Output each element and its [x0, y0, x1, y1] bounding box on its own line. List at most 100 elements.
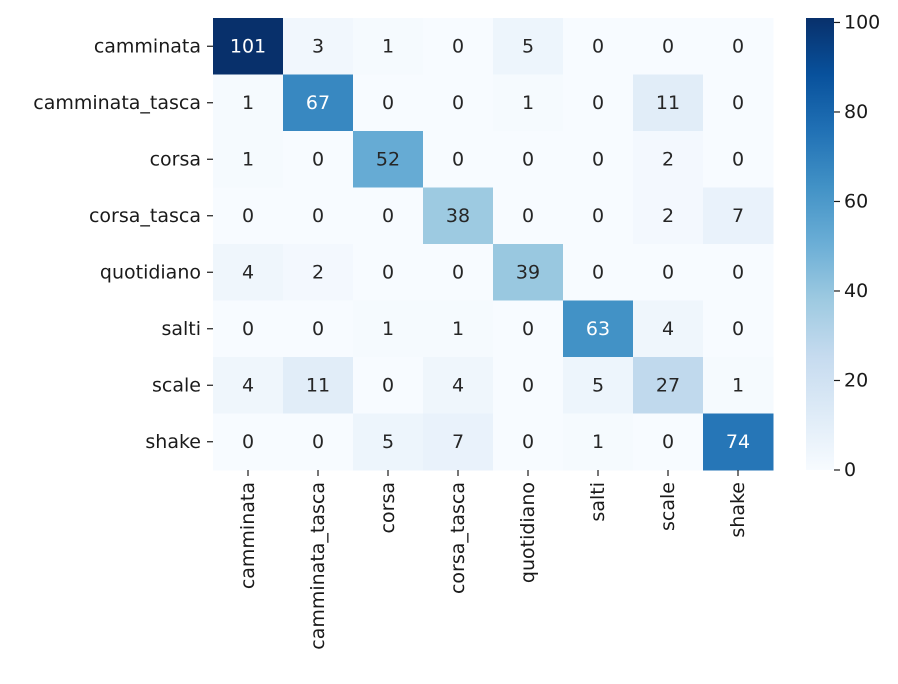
heatmap-cell — [213, 300, 284, 358]
cell-value-label: 0 — [592, 35, 604, 57]
cell-value-label: 0 — [732, 261, 744, 283]
cell-value-label: 39 — [516, 261, 540, 283]
heatmap-cell — [283, 413, 354, 471]
cell-value-label: 1 — [382, 35, 394, 57]
y-tick-label: corsa_tasca — [89, 205, 201, 227]
heatmap-cell — [493, 74, 564, 132]
heatmap-cell — [353, 18, 424, 75]
heatmap-cell — [423, 357, 494, 414]
x-tick-label: camminata_tasca — [307, 482, 329, 650]
cell-value-label: 1 — [242, 148, 254, 170]
cell-value-label: 0 — [242, 318, 254, 340]
heatmap-cell — [633, 357, 704, 414]
cell-value-label: 7 — [452, 431, 464, 453]
heatmap-cell — [563, 74, 634, 132]
heatmap-cell — [703, 187, 774, 245]
y-tick-label: camminata — [94, 35, 201, 57]
heatmap-cell — [493, 187, 564, 245]
cell-value-label: 0 — [312, 431, 324, 453]
heatmap-cell — [633, 244, 704, 301]
heatmap-cell — [213, 187, 284, 245]
cell-value-label: 0 — [732, 318, 744, 340]
cell-value-label: 0 — [242, 205, 254, 227]
cell-value-label: 5 — [382, 431, 394, 453]
heatmap-cell — [283, 187, 354, 245]
colorbar-tick-label: 40 — [844, 280, 868, 302]
cell-value-label: 0 — [522, 431, 534, 453]
cell-value-label: 74 — [726, 431, 750, 453]
x-tick-label: corsa_tasca — [447, 482, 469, 594]
heatmap-cell — [423, 300, 494, 358]
colorbar-tick-label: 0 — [844, 459, 856, 481]
cell-value-label: 0 — [522, 318, 534, 340]
cell-value-label: 0 — [662, 431, 674, 453]
cell-value-label: 0 — [382, 261, 394, 283]
heatmap-cell — [353, 131, 424, 188]
cell-value-label: 0 — [522, 205, 534, 227]
cell-value-label: 67 — [306, 92, 330, 114]
heatmap-cell — [493, 300, 564, 358]
heatmap-cell — [493, 131, 564, 188]
heatmap-cell — [353, 300, 424, 358]
cell-value-label: 0 — [732, 92, 744, 114]
cell-value-label: 0 — [382, 205, 394, 227]
cell-value-label: 4 — [242, 261, 254, 283]
heatmap-cell — [213, 244, 284, 301]
heatmap-cell — [493, 413, 564, 471]
heatmap-cell — [493, 18, 564, 75]
x-tick-label: camminata — [237, 482, 259, 589]
y-tick-label: shake — [145, 431, 201, 453]
colorbar-tick-label: 80 — [844, 101, 868, 123]
heatmap-cell — [423, 74, 494, 132]
heatmap-cell — [353, 187, 424, 245]
x-tick-label: quotidiano — [517, 482, 539, 583]
cell-value-label: 1 — [382, 318, 394, 340]
heatmap-cell — [423, 413, 494, 471]
heatmap-cell — [493, 244, 564, 301]
heatmap-cell — [563, 300, 634, 358]
y-tick-label: quotidiano — [100, 261, 201, 283]
cell-value-label: 0 — [312, 318, 324, 340]
heatmap-cell — [703, 357, 774, 414]
x-tick-label: salti — [587, 482, 609, 522]
cell-value-label: 1 — [732, 374, 744, 396]
heatmap-cell — [353, 357, 424, 414]
cell-value-label: 0 — [662, 261, 674, 283]
heatmap-cell — [703, 74, 774, 132]
heatmap-cell — [633, 187, 704, 245]
cell-value-label: 0 — [312, 148, 324, 170]
heatmap-cell — [703, 18, 774, 75]
cell-value-label: 4 — [662, 318, 674, 340]
heatmap-cell — [353, 244, 424, 301]
y-tick-label: corsa — [150, 148, 201, 170]
cell-value-label: 63 — [586, 318, 610, 340]
heatmap-cell — [283, 244, 354, 301]
heatmap-cell — [213, 131, 284, 188]
colorbar-tick-label: 60 — [844, 190, 868, 212]
cell-value-label: 0 — [452, 148, 464, 170]
cell-value-label: 2 — [312, 261, 324, 283]
cell-value-label: 4 — [242, 374, 254, 396]
heatmap-cells — [213, 18, 774, 471]
heatmap-cell — [213, 413, 284, 471]
cell-value-label: 0 — [382, 92, 394, 114]
heatmap-cell — [563, 131, 634, 188]
y-tick-label: salti — [161, 318, 201, 340]
cell-value-label: 1 — [592, 431, 604, 453]
heatmap-cell — [353, 413, 424, 471]
cell-value-label: 5 — [522, 35, 534, 57]
colorbar-tick-label: 100 — [844, 11, 880, 33]
heatmap-cell — [423, 244, 494, 301]
cell-value-label: 101 — [230, 35, 266, 57]
cell-value-label: 2 — [662, 148, 674, 170]
heatmap-cell — [423, 187, 494, 245]
heatmap-cell — [283, 300, 354, 358]
cell-value-label: 0 — [592, 148, 604, 170]
cell-value-label: 0 — [522, 374, 534, 396]
cell-value-label: 1 — [452, 318, 464, 340]
heatmap-cell — [423, 131, 494, 188]
cell-value-label: 4 — [452, 374, 464, 396]
colorbar: 0 20 40 60 80 100 — [806, 11, 880, 481]
cell-value-label: 0 — [732, 35, 744, 57]
cell-value-label: 27 — [656, 374, 680, 396]
